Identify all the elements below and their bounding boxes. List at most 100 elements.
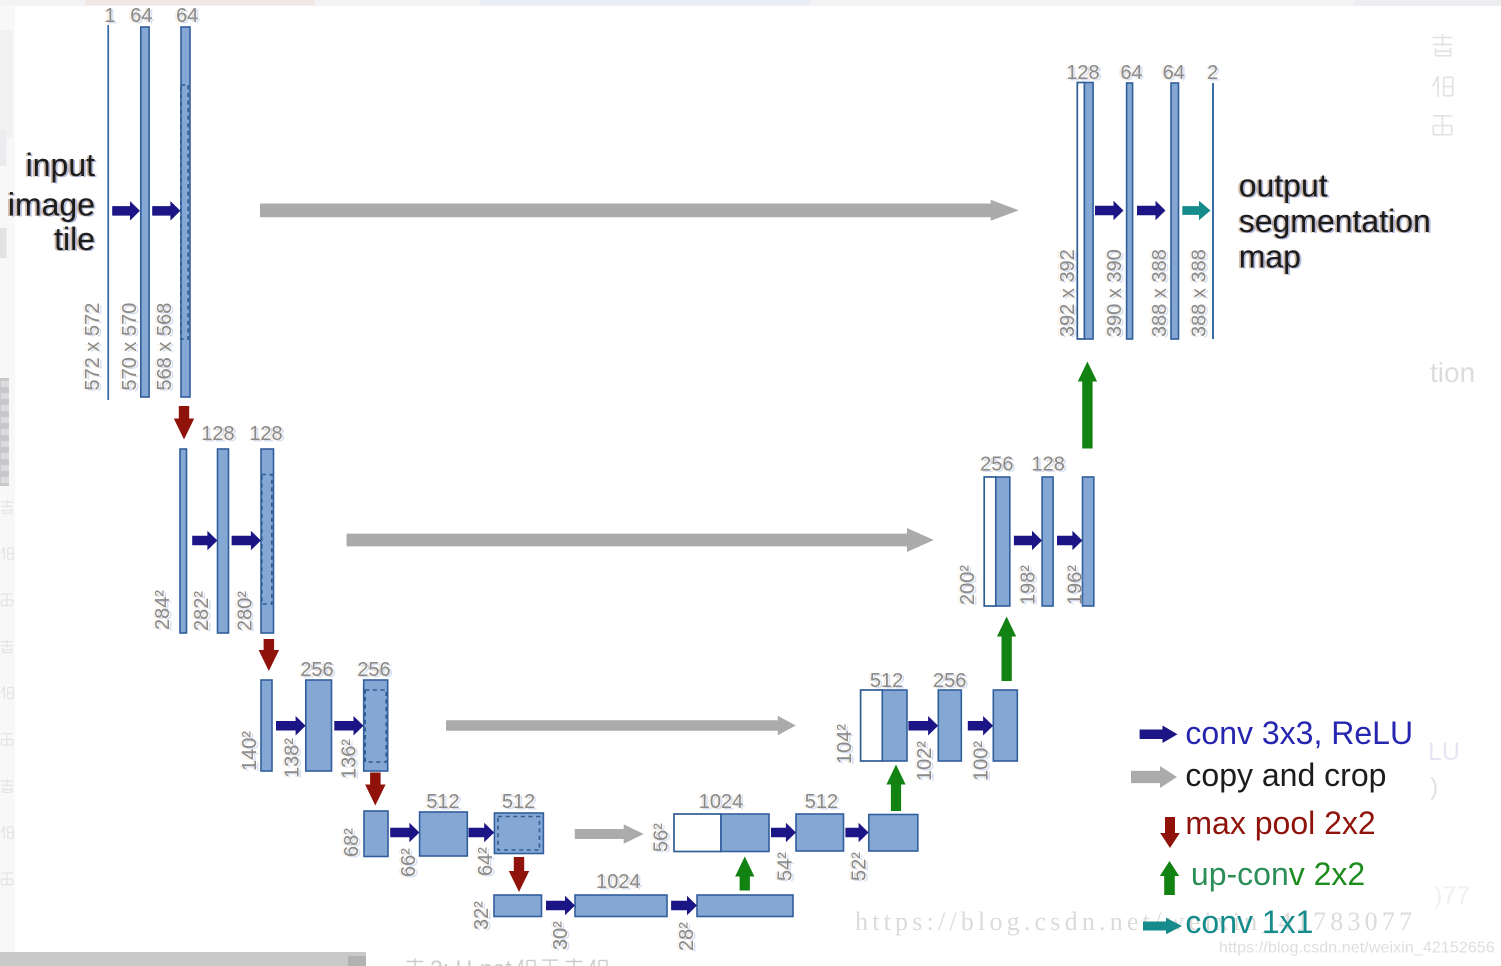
- svg-text:388 x 388: 388 x 388: [1186, 250, 1208, 338]
- svg-text:284²: 284²: [154, 591, 176, 631]
- svg-text:64²: 64²: [475, 847, 497, 876]
- svg-text:output: output: [1239, 168, 1328, 204]
- svg-text:256: 256: [303, 661, 336, 683]
- svg-text:28²: 28²: [674, 922, 696, 951]
- svg-text:64²: 64²: [477, 848, 499, 877]
- svg-text:66²: 66²: [400, 849, 422, 878]
- svg-text:512: 512: [502, 791, 535, 813]
- svg-text:segmentation: segmentation: [1239, 203, 1431, 239]
- svg-text:256: 256: [298, 660, 331, 682]
- svg-text:segmentation: segmentation: [1237, 203, 1429, 239]
- svg-text:388 x 388: 388 x 388: [1189, 249, 1211, 337]
- svg-text:280²: 280²: [232, 591, 254, 631]
- svg-text:198²: 198²: [1018, 565, 1040, 605]
- svg-text:100²: 100²: [968, 741, 990, 781]
- svg-text:104²: 104²: [834, 724, 856, 764]
- svg-text:copy and crop: copy and crop: [1185, 757, 1386, 793]
- svg-text:68²: 68²: [343, 829, 365, 858]
- svg-text:256: 256: [931, 671, 964, 693]
- svg-text:512: 512: [807, 793, 840, 815]
- svg-text:568 x 568: 568 x 568: [152, 303, 174, 391]
- svg-text:128: 128: [1064, 63, 1097, 85]
- svg-text:32²: 32²: [469, 901, 491, 930]
- svg-text:66²: 66²: [396, 848, 418, 877]
- svg-text:392 x 392: 392 x 392: [1055, 250, 1077, 338]
- svg-text:138²: 138²: [282, 738, 304, 778]
- svg-text:136²: 136²: [341, 740, 363, 780]
- svg-text:64²: 64²: [473, 847, 495, 876]
- svg-text:196²: 196²: [1065, 565, 1087, 605]
- svg-text:2: 2: [1207, 62, 1218, 84]
- svg-text:max pool 2x2: max pool 2x2: [1185, 805, 1375, 841]
- svg-text:30²: 30²: [552, 922, 574, 951]
- svg-text:68²: 68²: [341, 828, 363, 857]
- svg-text:388 x 388: 388 x 388: [1149, 249, 1171, 337]
- svg-text:256: 256: [300, 659, 333, 681]
- svg-text:568 x 568: 568 x 568: [154, 303, 176, 391]
- svg-text:128: 128: [201, 423, 234, 445]
- svg-text:100²: 100²: [973, 742, 995, 782]
- svg-text:64: 64: [1163, 62, 1185, 84]
- svg-text:102²: 102²: [916, 742, 938, 782]
- svg-text:512: 512: [504, 793, 537, 815]
- svg-text:102²: 102²: [912, 741, 934, 781]
- svg-text:map: map: [1237, 239, 1299, 275]
- svg-text:1024: 1024: [596, 871, 641, 893]
- svg-text:1024: 1024: [594, 872, 639, 894]
- svg-text:28²: 28²: [676, 922, 698, 951]
- svg-text:256: 256: [980, 454, 1013, 476]
- svg-text:128: 128: [249, 423, 282, 445]
- svg-text:512: 512: [424, 792, 457, 814]
- svg-text:388 x 388: 388 x 388: [1191, 251, 1213, 339]
- svg-text:64: 64: [178, 7, 200, 29]
- svg-text:64: 64: [128, 6, 150, 28]
- svg-text:138²: 138²: [284, 739, 306, 779]
- svg-text:280²: 280²: [237, 592, 259, 632]
- svg-text:1: 1: [102, 6, 113, 28]
- svg-text:up-conv 2x2: up-conv 2x2: [1191, 856, 1365, 892]
- svg-text:): ): [1430, 773, 1438, 801]
- svg-text:128: 128: [247, 424, 280, 446]
- svg-text:30²: 30²: [550, 921, 572, 950]
- svg-text:30²: 30²: [548, 921, 570, 950]
- svg-text:256: 256: [978, 454, 1011, 476]
- svg-text:output: output: [1237, 168, 1326, 204]
- svg-text:198²: 198²: [1015, 565, 1037, 605]
- svg-text:56²: 56²: [648, 823, 670, 852]
- svg-text:140²: 140²: [241, 732, 263, 772]
- svg-text:284²: 284²: [150, 590, 172, 630]
- svg-text:1024: 1024: [598, 873, 643, 895]
- svg-text:64: 64: [1160, 63, 1182, 85]
- svg-text:output: output: [1241, 169, 1330, 205]
- svg-text:128: 128: [1032, 454, 1065, 476]
- svg-text:52²: 52²: [849, 852, 871, 881]
- svg-text:28²: 28²: [678, 923, 700, 952]
- svg-text:68²: 68²: [339, 828, 361, 857]
- svg-text:198²: 198²: [1020, 566, 1042, 606]
- svg-text:tile: tile: [54, 221, 95, 257]
- svg-text:tile: tile: [56, 222, 97, 258]
- svg-text:64: 64: [176, 5, 198, 27]
- svg-text:388 x 388: 388 x 388: [1147, 250, 1169, 338]
- svg-text:128: 128: [1069, 64, 1102, 86]
- svg-text:200²: 200²: [957, 565, 979, 605]
- svg-text:segmentation: segmentation: [1241, 204, 1433, 240]
- svg-text:392 x 392: 392 x 392: [1059, 251, 1081, 339]
- svg-text:image: image: [8, 187, 95, 223]
- svg-text:map: map: [1239, 239, 1301, 275]
- svg-text:)77: )77: [1434, 882, 1470, 910]
- svg-text:64: 64: [174, 6, 196, 28]
- svg-text:tion: tion: [1430, 357, 1475, 388]
- svg-text:282²: 282²: [193, 592, 215, 632]
- svg-text:54²: 54²: [775, 852, 797, 881]
- svg-text:64: 64: [1165, 64, 1187, 86]
- svg-text:2: U-net: 2: U-net: [430, 956, 512, 966]
- svg-text:128: 128: [204, 425, 237, 447]
- svg-text:32²: 32²: [471, 901, 493, 930]
- svg-text:52²: 52²: [851, 853, 873, 882]
- svg-text:196²: 196²: [1067, 566, 1089, 606]
- svg-text:map: map: [1241, 240, 1303, 276]
- svg-text:280²: 280²: [234, 591, 256, 631]
- svg-text:256: 256: [360, 661, 393, 683]
- svg-text:128: 128: [1066, 62, 1099, 84]
